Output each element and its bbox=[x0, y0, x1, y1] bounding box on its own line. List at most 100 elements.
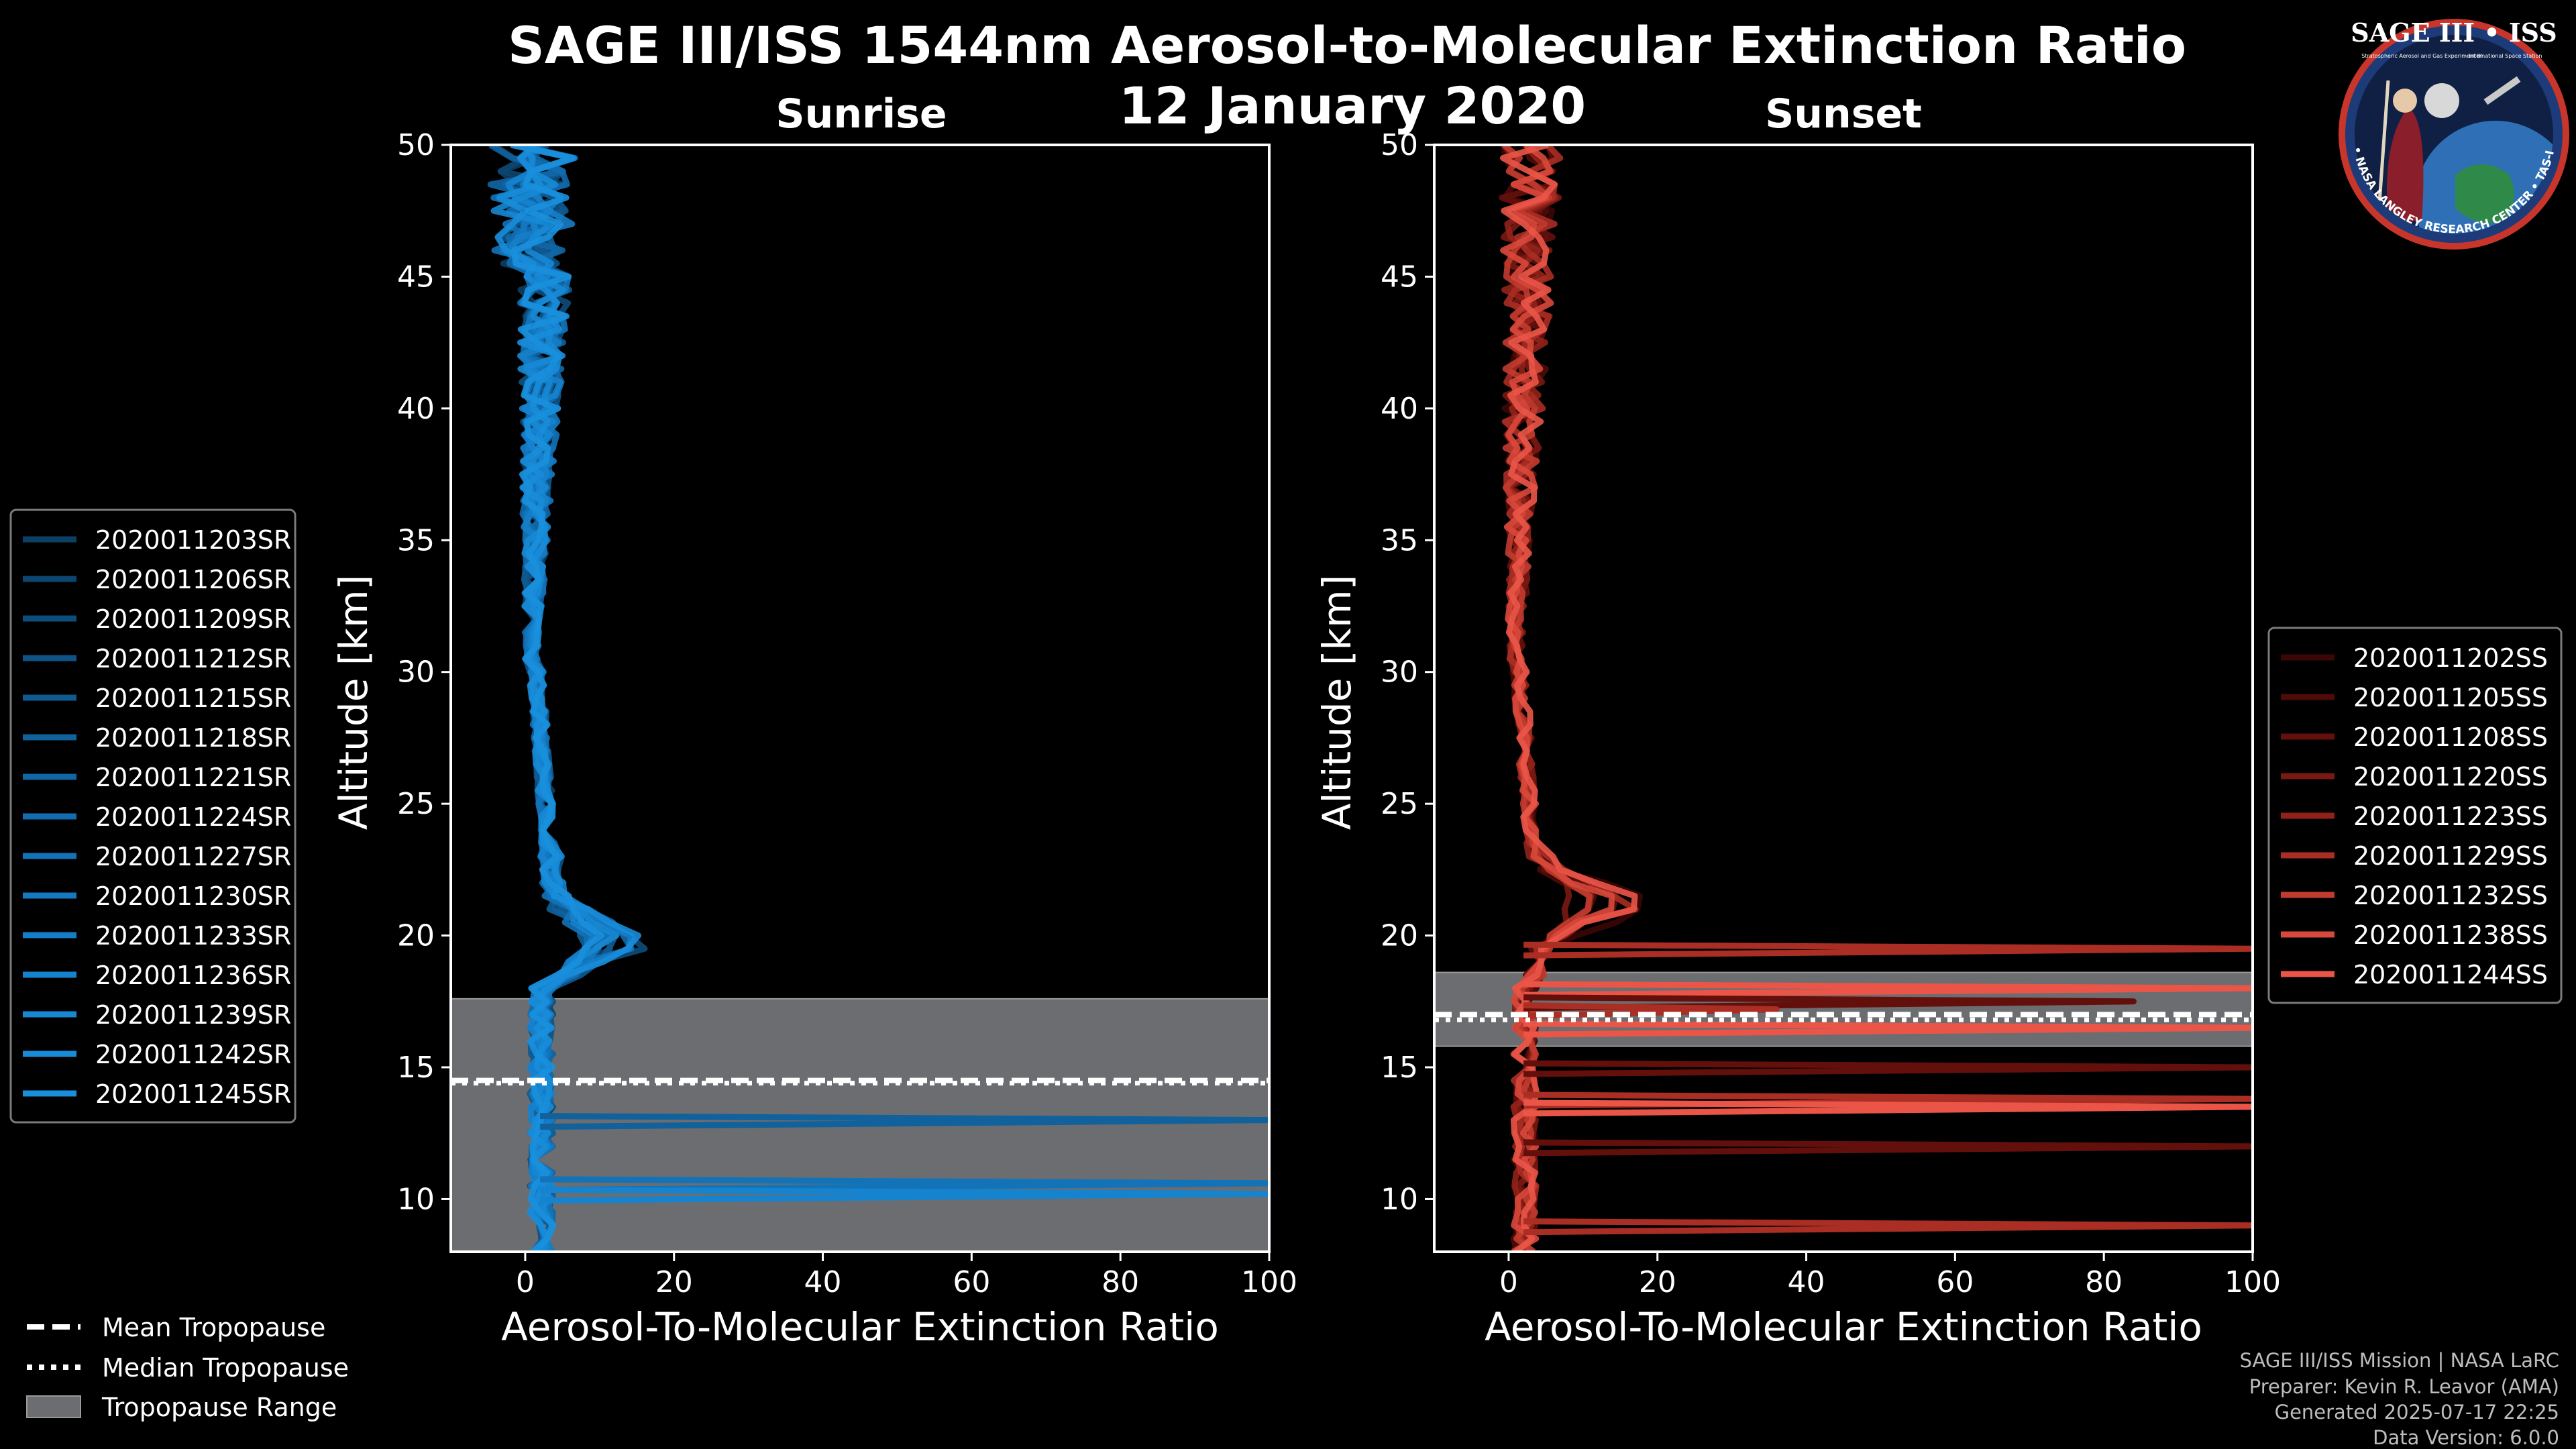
legend-label: 2020011221SR bbox=[95, 763, 291, 792]
excursion-line bbox=[1523, 1060, 2253, 1077]
credit-generated: Generated 2025-07-17 22:25 bbox=[2275, 1401, 2559, 1424]
logo-title: SAGE III • ISS bbox=[2351, 17, 2557, 48]
x-tick-label: 0 bbox=[516, 1265, 535, 1299]
sunset-legend: 2020011202SS 2020011205SS 2020011208SS 2020… bbox=[2267, 627, 2563, 1004]
series-line-2020011244SS bbox=[1500, 145, 1638, 1252]
series-line-2020011245SR bbox=[510, 145, 604, 1252]
panel-title-sunrise: Sunrise bbox=[775, 91, 947, 138]
excursion-line bbox=[540, 1187, 1269, 1204]
legend-label: 2020011209SR bbox=[95, 604, 291, 634]
y-tick-label: 20 bbox=[397, 919, 435, 953]
axes-frame bbox=[449, 144, 1271, 1253]
legend-box bbox=[9, 508, 297, 1124]
x-axis-label: Aerosol-To-Molecular Extinction Ratio bbox=[501, 1304, 1219, 1350]
y-tick-label: 50 bbox=[397, 128, 435, 162]
tropopause-range-swatch bbox=[26, 1395, 81, 1418]
panel-title-sunset: Sunset bbox=[1765, 91, 1922, 138]
series-group bbox=[487, 145, 1269, 1252]
credit-mission: SAGE III/ISS Mission | NASA LaRC bbox=[2240, 1349, 2559, 1372]
y-tick-label: 30 bbox=[397, 655, 435, 690]
x-tick-label: 100 bbox=[1241, 1265, 1297, 1299]
x-tick-label: 60 bbox=[953, 1265, 990, 1299]
sunrise-panel: 0 20 40 60 80 100 10 15 20 25 30 35 40 45 50 Aerosol-To… bbox=[331, 128, 1297, 1350]
legend-label: 2020011230SR bbox=[95, 881, 291, 911]
legend-label: 2020011232SS bbox=[2353, 881, 2548, 910]
y-tick-label: 15 bbox=[397, 1051, 435, 1085]
logo-moon-icon bbox=[2424, 83, 2459, 118]
y-tick-label: 25 bbox=[397, 787, 435, 821]
legend-label: 2020011242SR bbox=[95, 1040, 291, 1069]
legend-label: 2020011245SR bbox=[95, 1079, 291, 1109]
legend-label: 2020011205SS bbox=[2353, 683, 2548, 712]
x-tick-label: 40 bbox=[1788, 1265, 1825, 1299]
legend-label: 2020011215SR bbox=[95, 684, 291, 713]
legend-label: 2020011202SS bbox=[2353, 643, 2548, 673]
y-tick-label: 30 bbox=[1381, 655, 1418, 690]
y-axis-label: Altitude [km] bbox=[1314, 575, 1360, 830]
legend-label: 2020011203SR bbox=[95, 525, 291, 555]
sunrise-legend: 2020011203SR 2020011206SR 2020011209SR 2020… bbox=[9, 508, 297, 1124]
x-tick-label: 60 bbox=[1936, 1265, 1974, 1299]
tropopause-range-label: Tropopause Range bbox=[101, 1393, 337, 1422]
y-tick-label: 40 bbox=[397, 392, 435, 426]
excursion-line bbox=[1523, 941, 2253, 959]
y-tick-label: 20 bbox=[1381, 919, 1418, 953]
legend-label: 2020011224SR bbox=[95, 802, 291, 832]
y-tick-label: 10 bbox=[1381, 1182, 1418, 1216]
sunset-panel: 0 20 40 60 80 100 10 15 20 25 30 35 40 45 50 Aerosol-To… bbox=[1314, 128, 2281, 1350]
legend-label: 2020011206SR bbox=[95, 565, 291, 594]
x-tick-label: 80 bbox=[2085, 1265, 2123, 1299]
logo-continent-icon bbox=[2455, 164, 2514, 223]
x-tick-label: 20 bbox=[655, 1265, 693, 1299]
excursion-line bbox=[540, 1176, 1269, 1193]
y-tick-label: 10 bbox=[397, 1182, 435, 1216]
legend-label: 2020011233SR bbox=[95, 921, 291, 951]
excursion-line bbox=[1523, 1099, 2253, 1117]
x-tick-label: 100 bbox=[2224, 1265, 2281, 1299]
credit-preparer: Preparer: Kevin R. Leavor (AMA) bbox=[2249, 1375, 2559, 1398]
excursion-line bbox=[1523, 981, 2253, 998]
excursion-line bbox=[1523, 1002, 1780, 1020]
axes-frame bbox=[1433, 144, 2254, 1253]
median-tropopause-label: Median Tropopause bbox=[102, 1353, 349, 1383]
x-tick-label: 80 bbox=[1102, 1265, 1139, 1299]
legend-label: 2020011238SS bbox=[2353, 920, 2548, 950]
y-tick-label: 45 bbox=[1381, 260, 1418, 294]
y-tick-label: 45 bbox=[397, 260, 435, 294]
logo-subtitle: Stratospheric Aerosol and Gas Experiment… bbox=[2361, 53, 2481, 59]
figure-date: 12 January 2020 bbox=[1119, 76, 1586, 136]
logo-figure-head-icon bbox=[2393, 89, 2417, 113]
legend-label: 2020011236SR bbox=[95, 961, 291, 990]
excursion-line bbox=[1523, 1218, 2253, 1236]
y-tick-label: 35 bbox=[397, 523, 435, 557]
legend-label: 2020011239SR bbox=[95, 1000, 291, 1030]
legend-label: 2020011244SS bbox=[2353, 960, 2548, 989]
legend-label: 2020011229SS bbox=[2353, 841, 2548, 871]
excursion-line bbox=[1523, 1139, 2253, 1157]
series-line-2020011242SR bbox=[494, 145, 641, 1252]
y-axis-label: Altitude [km] bbox=[331, 575, 376, 830]
excursion-line bbox=[1523, 1020, 2253, 1038]
figure-title: SAGE III/ISS 1544nm Aerosol-to-Molecular… bbox=[508, 15, 2186, 75]
x-axis-label: Aerosol-To-Molecular Extinction Ratio bbox=[1485, 1304, 2202, 1350]
x-tick-label: 40 bbox=[804, 1265, 842, 1299]
x-tick-label: 20 bbox=[1639, 1265, 1676, 1299]
series-group bbox=[1499, 145, 2253, 1252]
y-tick-label: 40 bbox=[1381, 392, 1418, 426]
y-tick-label: 15 bbox=[1381, 1051, 1418, 1085]
logo-subtitle-2: International Space Station bbox=[2469, 53, 2542, 59]
legend-label: 2020011220SS bbox=[2353, 762, 2548, 792]
logo-figure-icon bbox=[2387, 107, 2424, 221]
legend-label: 2020011227SR bbox=[95, 842, 291, 871]
logo-station-icon bbox=[2483, 76, 2521, 105]
legend-label: 2020011218SR bbox=[95, 723, 291, 753]
legend-label: 2020011223SS bbox=[2353, 802, 2548, 831]
legend-box bbox=[2267, 627, 2563, 1004]
y-tick-label: 35 bbox=[1381, 523, 1418, 557]
legend-label: 2020011212SR bbox=[95, 644, 291, 674]
excursion-line bbox=[540, 1113, 1269, 1130]
tropopause-legend: Mean Tropopause Median Tropopause Tropop… bbox=[26, 1313, 349, 1422]
y-tick-label: 50 bbox=[1381, 128, 1418, 162]
